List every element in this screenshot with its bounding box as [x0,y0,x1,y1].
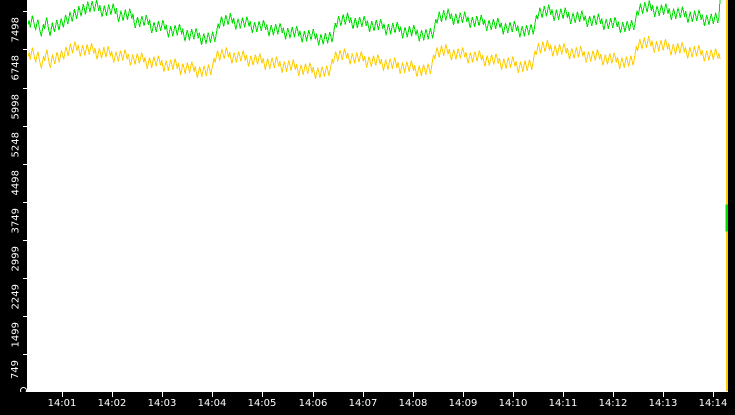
y-tick-mark [23,202,28,203]
y-tick-mark [23,49,28,50]
y-tick-label-text: 6748 [10,55,21,81]
y-tick-mark [23,88,28,89]
x-tick-mark [112,392,113,397]
x-tick-mark [313,392,314,397]
plot-area[interactable] [28,0,728,392]
x-tick-mark [262,392,263,397]
y-tick-mark [23,354,28,355]
x-axis-line [22,391,728,392]
y-tick-label-text: 5998 [10,94,21,120]
x-tick-label: 14:13 [648,398,678,409]
x-tick-label: 14:09 [448,398,478,409]
y-tick-label-text: 1499 [10,322,21,348]
x-tick-mark [513,392,514,397]
y-tick-mark [23,240,28,241]
y-tick-label-text: 5248 [10,132,21,158]
series-group [28,0,721,79]
y-tick-label-text: 3749 [10,208,21,234]
y-tick-label-text: 749 [10,360,21,380]
x-tick-label: 14:01 [47,398,77,409]
x-tick-mark [162,392,163,397]
x-tick-label: 14:10 [498,398,528,409]
y-tick-mark [23,164,28,165]
y-axis-line [27,0,28,392]
x-tick-label: 14:02 [97,398,127,409]
x-tick-label: 14:08 [398,398,428,409]
y-tick-label-text: 2999 [10,246,21,272]
x-tick-label: 14:03 [147,398,177,409]
x-tick-label: 14:12 [598,398,628,409]
x-tick-label: 14:06 [298,398,328,409]
y-tick-mark [23,11,28,12]
x-tick-mark [62,392,63,397]
x-tick-label: 14:04 [197,398,227,409]
x-tick-mark [663,392,664,397]
x-tick-mark [563,392,564,397]
x-tick-mark [363,392,364,397]
x-tick-label: 14:11 [548,398,578,409]
x-tick-mark [212,392,213,397]
x-tick-mark [713,392,714,397]
x-axis: 14:01 14:02 14:03 14:04 14:05 14:06 14:07 14:08… [0,392,735,415]
x-tick-label: 14:05 [247,398,277,409]
x-tick-mark [613,392,614,397]
y-tick-mark [23,278,28,279]
y-tick-mark [23,126,28,127]
series-line-series-orange [28,36,721,79]
y-axis: 0749149922492999374944985248599867487498 [0,0,28,404]
x-tick-label: 14:07 [348,398,378,409]
x-tick-mark [463,392,464,397]
x-tick-label: 14:14 [698,398,728,409]
y-tick-label-text: 2249 [10,284,21,310]
x-tick-mark [413,392,414,397]
y-tick-label-text: 7498 [10,17,21,43]
plot-canvas [28,0,728,392]
y-tick-label-text: 4498 [10,170,21,196]
series-line-series-green [28,0,721,46]
y-tick-mark [23,316,28,317]
